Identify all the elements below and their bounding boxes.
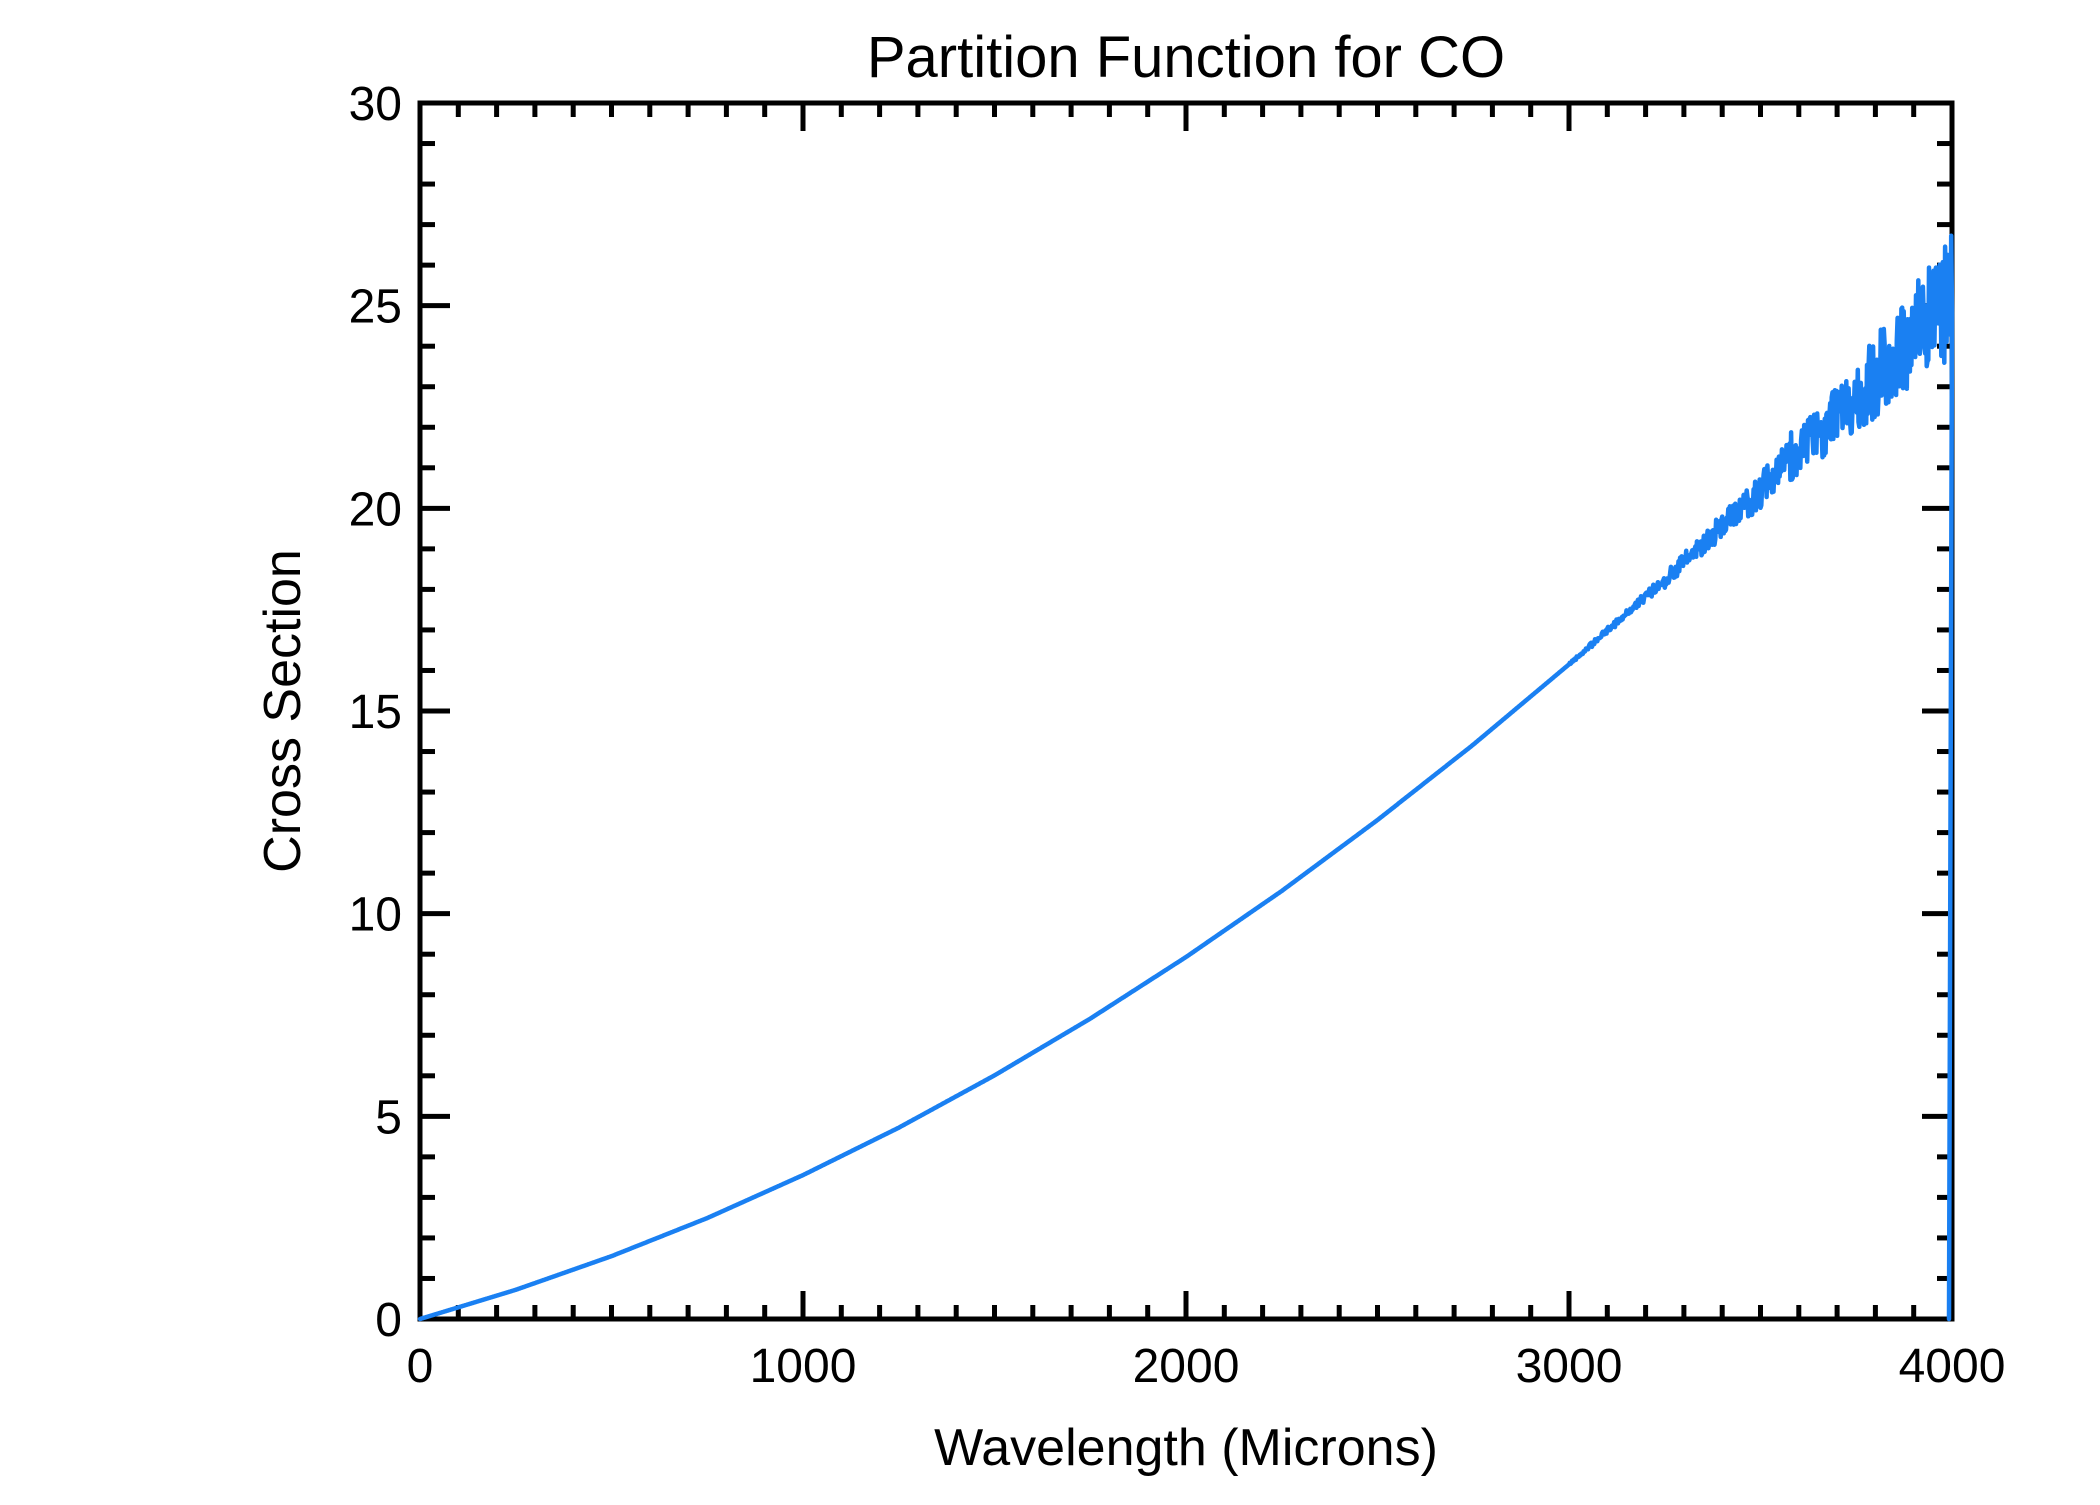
x-tick-label: 3000 xyxy=(1516,1340,1623,1393)
x-tick-label: 2000 xyxy=(1133,1340,1240,1393)
y-tick-label: 10 xyxy=(349,889,402,942)
y-axis-title: Cross Section xyxy=(254,549,312,873)
y-tick-label: 15 xyxy=(349,686,402,739)
x-tick-label: 1000 xyxy=(750,1340,857,1393)
x-tick-label: 4000 xyxy=(1899,1340,2006,1393)
y-tick-label: 0 xyxy=(375,1294,402,1347)
y-tick-label: 30 xyxy=(349,78,402,131)
y-tick-label: 5 xyxy=(375,1091,402,1144)
x-axis-title: Wavelength (Microns) xyxy=(934,1419,1438,1477)
data-series-line xyxy=(417,233,1955,1322)
y-tick-label: 20 xyxy=(349,483,402,536)
chart-title: Partition Function for CO xyxy=(867,25,1505,90)
x-tick-label: 0 xyxy=(407,1340,434,1393)
y-tick-label: 25 xyxy=(349,281,402,334)
plot-frame xyxy=(417,100,1955,1322)
